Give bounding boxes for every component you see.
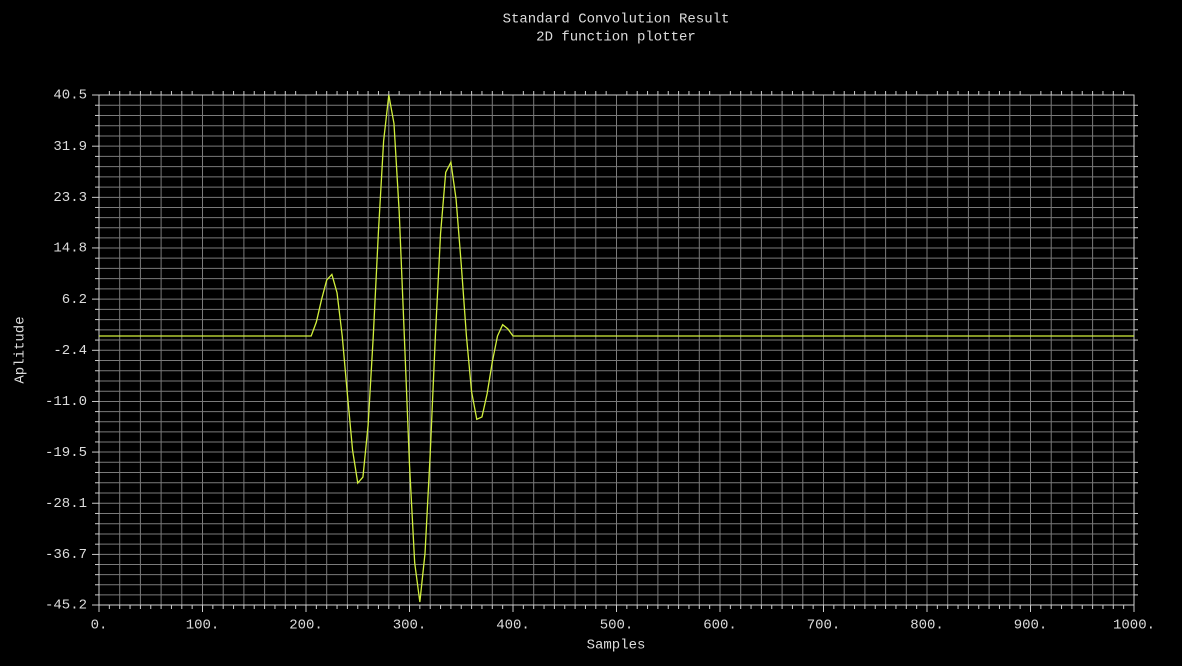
y-tick-label: -11.0 [45,394,87,410]
x-tick-label: 200. [289,618,323,634]
x-tick-label: 1000. [1113,618,1155,634]
x-tick-label: 700. [807,618,841,634]
x-tick-label: 500. [600,618,634,634]
line-series [99,94,1134,603]
y-tick-label: -19.5 [45,445,87,461]
y-tick-label: 31.9 [53,139,87,155]
x-tick-label: 600. [703,618,737,634]
x-axis-label: Samples [587,638,646,654]
y-tick-label: 14.8 [53,241,87,257]
plot-frame [98,94,1135,606]
y-tick-label: 6.2 [62,292,87,308]
x-tick-label: 900. [1014,618,1048,634]
y-tick-label: 40.5 [53,88,87,104]
y-axis-label: Aplitude [13,316,29,383]
x-tick-label: 400. [496,618,530,634]
x-tick-label: 100. [186,618,220,634]
y-tick-label: -2.4 [53,343,87,359]
chart-subtitle: 2D function plotter [536,30,696,46]
y-tick-label: -28.1 [45,496,87,512]
x-tick-label: 800. [910,618,944,634]
x-tick-label: 300. [393,618,427,634]
y-tick-label: 23.3 [53,190,87,206]
y-tick-label: -36.7 [45,547,87,563]
chart-title: Standard Convolution Result [503,12,730,28]
y-tick-label: -45.2 [45,598,87,614]
x-tick-label: 0. [91,618,108,634]
